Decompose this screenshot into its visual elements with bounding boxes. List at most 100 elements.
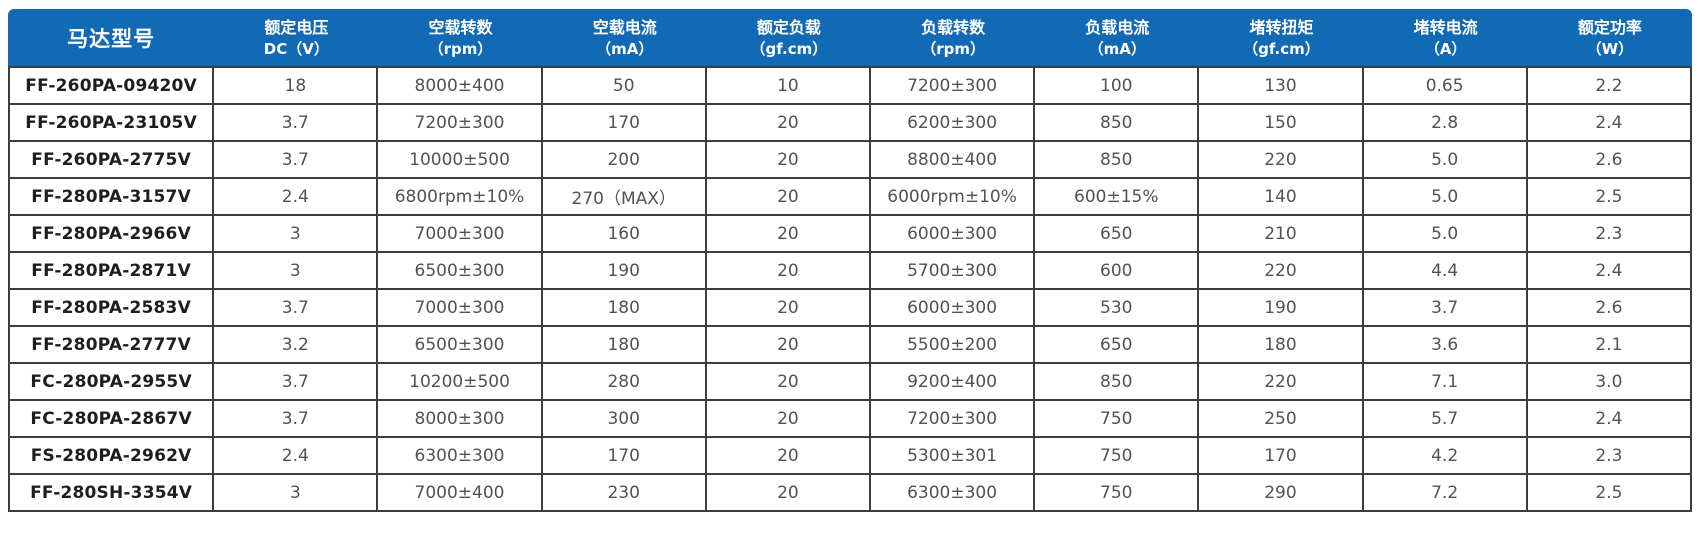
header-row: 马达型号 额定电压 DC（V） 空载转数 （rpm） 空载电流 （mA） 额定负载 （gf.cm… — [8, 9, 1692, 66]
column-header-unit: （mA） — [596, 39, 654, 58]
value-cell: 7200±300 — [378, 105, 543, 142]
value-cell: 3.7 — [1363, 290, 1528, 327]
value-cell: 10 — [706, 66, 871, 105]
value-cell: 5500±200 — [870, 327, 1036, 364]
value-cell: 650 — [1035, 327, 1200, 364]
column-header-label: 空载转数 — [428, 17, 493, 37]
value-cell: 10000±500 — [378, 142, 543, 179]
value-cell: 6500±300 — [378, 253, 543, 290]
column-header-label: 额定电压 — [264, 17, 329, 37]
value-cell: 6500±300 — [378, 327, 543, 364]
column-header-6: 负载电流 （mA） — [1035, 9, 1200, 66]
value-cell: 20 — [706, 216, 871, 253]
value-cell: 8800±400 — [870, 142, 1036, 179]
value-cell: 3 — [214, 216, 379, 253]
value-cell: 2.3 — [1527, 438, 1692, 475]
value-cell: 3 — [214, 253, 379, 290]
model-cell: FF-280PA-3157V — [8, 179, 215, 216]
table-row: FS-280PA-2962V 2.4 6300±300 170 20 5300±301 75… — [8, 438, 1692, 475]
value-cell: 600±15% — [1035, 179, 1200, 216]
value-cell: 10200±500 — [378, 364, 543, 401]
value-cell: 20 — [706, 179, 871, 216]
column-header-5: 负载转数 （rpm） — [870, 9, 1036, 66]
table-row: FC-280PA-2867V 3.7 8000±300 300 20 7200±300 75… — [8, 401, 1692, 438]
model-cell: FC-280PA-2955V — [8, 364, 215, 401]
value-cell: 220 — [1199, 142, 1364, 179]
column-header-4: 额定负载 （gf.cm） — [706, 9, 871, 66]
value-cell: 2.4 — [214, 438, 379, 475]
value-cell: 6800rpm±10% — [378, 179, 543, 216]
column-header-label: 堵转扭矩 — [1249, 17, 1314, 37]
model-cell: FF-280PA-2966V — [8, 216, 215, 253]
value-cell: 180 — [542, 327, 707, 364]
value-cell: 130 — [1199, 66, 1364, 105]
value-cell: 160 — [542, 216, 707, 253]
value-cell: 9200±400 — [870, 364, 1036, 401]
value-cell: 2.5 — [1527, 475, 1692, 512]
value-cell: 5.0 — [1363, 142, 1528, 179]
value-cell: 290 — [1199, 475, 1364, 512]
value-cell: 190 — [542, 253, 707, 290]
table-row: FF-280PA-2966V 3 7000±300 160 20 6000±300 650 2… — [8, 216, 1692, 253]
value-cell: 3.7 — [214, 105, 379, 142]
value-cell: 6300±300 — [870, 475, 1036, 512]
value-cell: 3.6 — [1363, 327, 1528, 364]
column-header-7: 堵转扭矩 （gf.cm） — [1199, 9, 1364, 66]
model-cell: FF-260PA-23105V — [8, 105, 215, 142]
column-header-label: 堵转电流 — [1413, 17, 1478, 37]
value-cell: 530 — [1035, 290, 1200, 327]
column-header-label: 额定负载 — [756, 17, 821, 37]
table-row: FF-260PA-2775V 3.7 10000±500 200 20 8800±400 8… — [8, 142, 1692, 179]
value-cell: 7200±300 — [870, 401, 1036, 438]
column-header-unit: （mA） — [1088, 39, 1146, 58]
value-cell: 3.7 — [214, 364, 379, 401]
value-cell: 3.2 — [214, 327, 379, 364]
model-cell: FC-280PA-2867V — [8, 401, 215, 438]
value-cell: 20 — [706, 253, 871, 290]
table-header: 马达型号 额定电压 DC（V） 空载转数 （rpm） 空载电流 （mA） 额定负载 （gf.cm… — [8, 9, 1692, 66]
value-cell: 600 — [1035, 253, 1200, 290]
table-row: FF-280PA-2777V 3.2 6500±300 180 20 5500±200 65… — [8, 327, 1692, 364]
value-cell: 300 — [542, 401, 707, 438]
value-cell: 280 — [542, 364, 707, 401]
value-cell: 150 — [1199, 105, 1364, 142]
value-cell: 2.4 — [1527, 253, 1692, 290]
value-cell: 100 — [1035, 66, 1200, 105]
column-header-label: 空载电流 — [592, 17, 657, 37]
value-cell: 750 — [1035, 438, 1200, 475]
value-cell: 210 — [1199, 216, 1364, 253]
model-cell: FF-260PA-09420V — [8, 66, 215, 105]
value-cell: 8000±400 — [378, 66, 543, 105]
value-cell: 170 — [1199, 438, 1364, 475]
model-cell: FF-280SH-3354V — [8, 475, 215, 512]
value-cell: 20 — [706, 438, 871, 475]
column-header-unit: （rpm） — [921, 39, 985, 58]
value-cell: 2.3 — [1527, 216, 1692, 253]
value-cell: 4.4 — [1363, 253, 1528, 290]
value-cell: 270（MAX） — [542, 179, 707, 216]
motor-spec-table-container: 马达型号 额定电压 DC（V） 空载转数 （rpm） 空载电流 （mA） 额定负载 （gf.cm… — [8, 9, 1692, 512]
column-header-8: 堵转电流 （A） — [1363, 9, 1528, 66]
column-header-label: 负载电流 — [1085, 17, 1150, 37]
table-row: FF-280PA-3157V 2.4 6800rpm±10% 270（MAX） 20 60… — [8, 179, 1692, 216]
value-cell: 2.1 — [1527, 327, 1692, 364]
table-row: FF-260PA-23105V 3.7 7200±300 170 20 6200±300 8… — [8, 105, 1692, 142]
value-cell: 7.2 — [1363, 475, 1528, 512]
column-header-unit: DC（V） — [263, 39, 329, 58]
value-cell: 170 — [542, 105, 707, 142]
table-row: FF-280SH-3354V 3 7000±400 230 20 6300±300 750 2… — [8, 475, 1692, 512]
value-cell: 3.7 — [214, 142, 379, 179]
model-cell: FF-260PA-2775V — [8, 142, 215, 179]
value-cell: 3.0 — [1527, 364, 1692, 401]
value-cell: 6300±300 — [378, 438, 543, 475]
value-cell: 6000±300 — [870, 290, 1036, 327]
value-cell: 7000±300 — [378, 216, 543, 253]
model-cell: FF-280PA-2871V — [8, 253, 215, 290]
column-header-unit: （gf.cm） — [750, 39, 828, 58]
value-cell: 20 — [706, 327, 871, 364]
value-cell: 2.6 — [1527, 142, 1692, 179]
value-cell: 5.0 — [1363, 216, 1528, 253]
value-cell: 5300±301 — [870, 438, 1036, 475]
value-cell: 2.5 — [1527, 179, 1692, 216]
value-cell: 2.6 — [1527, 290, 1692, 327]
